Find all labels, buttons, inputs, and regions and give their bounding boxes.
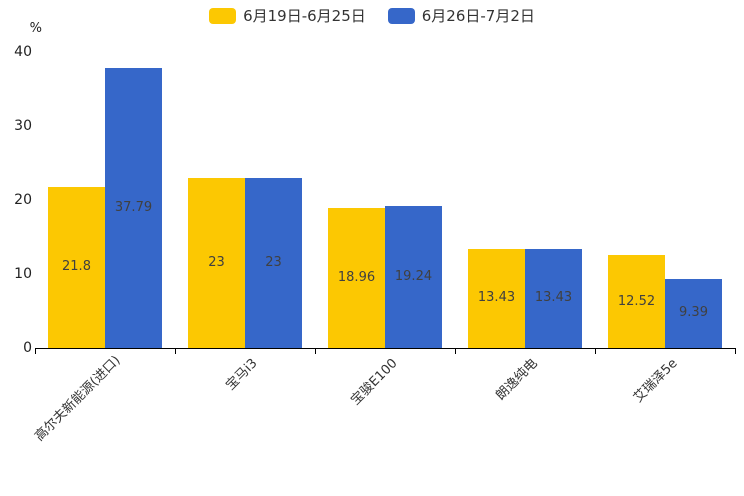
bar-value-label: 23 bbox=[208, 254, 225, 270]
bar-value-label: 13.43 bbox=[477, 290, 516, 306]
bar-value-label: 18.96 bbox=[337, 269, 376, 285]
bar-value-label: 9.39 bbox=[679, 305, 708, 321]
bar-week1 bbox=[188, 177, 245, 348]
bar-week2 bbox=[385, 205, 442, 348]
y-tick-label: 30 bbox=[14, 118, 32, 134]
bar-week2 bbox=[105, 68, 162, 348]
x-axis-tick bbox=[35, 349, 36, 354]
x-axis-tick bbox=[455, 349, 456, 354]
x-category-label: 高尔夫新能源(进口) bbox=[32, 353, 124, 445]
bar-week2 bbox=[245, 177, 302, 348]
x-category-label: 宝骏E100 bbox=[348, 356, 401, 409]
y-tick-label: 40 bbox=[14, 44, 32, 60]
bar-week1 bbox=[48, 186, 105, 348]
bar-value-label: 19.24 bbox=[394, 268, 433, 284]
y-axis-unit-label: % bbox=[29, 21, 42, 36]
x-axis-tick bbox=[315, 349, 316, 354]
bar-value-label: 21.8 bbox=[62, 259, 91, 275]
x-category-label: 艾瑞泽5e bbox=[630, 356, 681, 406]
legend-swatch-blue bbox=[387, 8, 415, 24]
legend-label-week2: 6月26日-7月2日 bbox=[421, 7, 535, 25]
legend: 6月19日-6月25日 6月26日-7月2日 bbox=[0, 7, 744, 25]
x-axis-tick bbox=[735, 349, 736, 354]
legend-swatch-yellow bbox=[209, 8, 237, 24]
bar-value-label: 13.43 bbox=[534, 290, 573, 306]
bar-week1 bbox=[328, 207, 385, 348]
bar-week2 bbox=[525, 248, 582, 348]
bar-week2 bbox=[665, 278, 722, 348]
y-tick-label: 20 bbox=[14, 192, 32, 208]
legend-label-week1: 6月19日-6月25日 bbox=[243, 7, 366, 25]
y-tick-label: 10 bbox=[14, 266, 32, 282]
x-axis-tick bbox=[175, 349, 176, 354]
bar-value-label: 23 bbox=[265, 254, 282, 270]
bar-week1 bbox=[468, 248, 525, 348]
x-category-label: 朗逸纯电 bbox=[493, 356, 541, 404]
bar-value-label: 12.52 bbox=[617, 293, 656, 309]
bar-week1 bbox=[608, 255, 665, 348]
bar-value-label: 37.79 bbox=[114, 200, 153, 216]
legend-item-week1[interactable]: 6月19日-6月25日 bbox=[209, 7, 366, 25]
legend-item-week2[interactable]: 6月26日-7月2日 bbox=[387, 7, 535, 25]
y-tick-label: 0 bbox=[23, 340, 32, 356]
x-axis-tick bbox=[595, 349, 596, 354]
x-axis-line bbox=[35, 348, 736, 349]
